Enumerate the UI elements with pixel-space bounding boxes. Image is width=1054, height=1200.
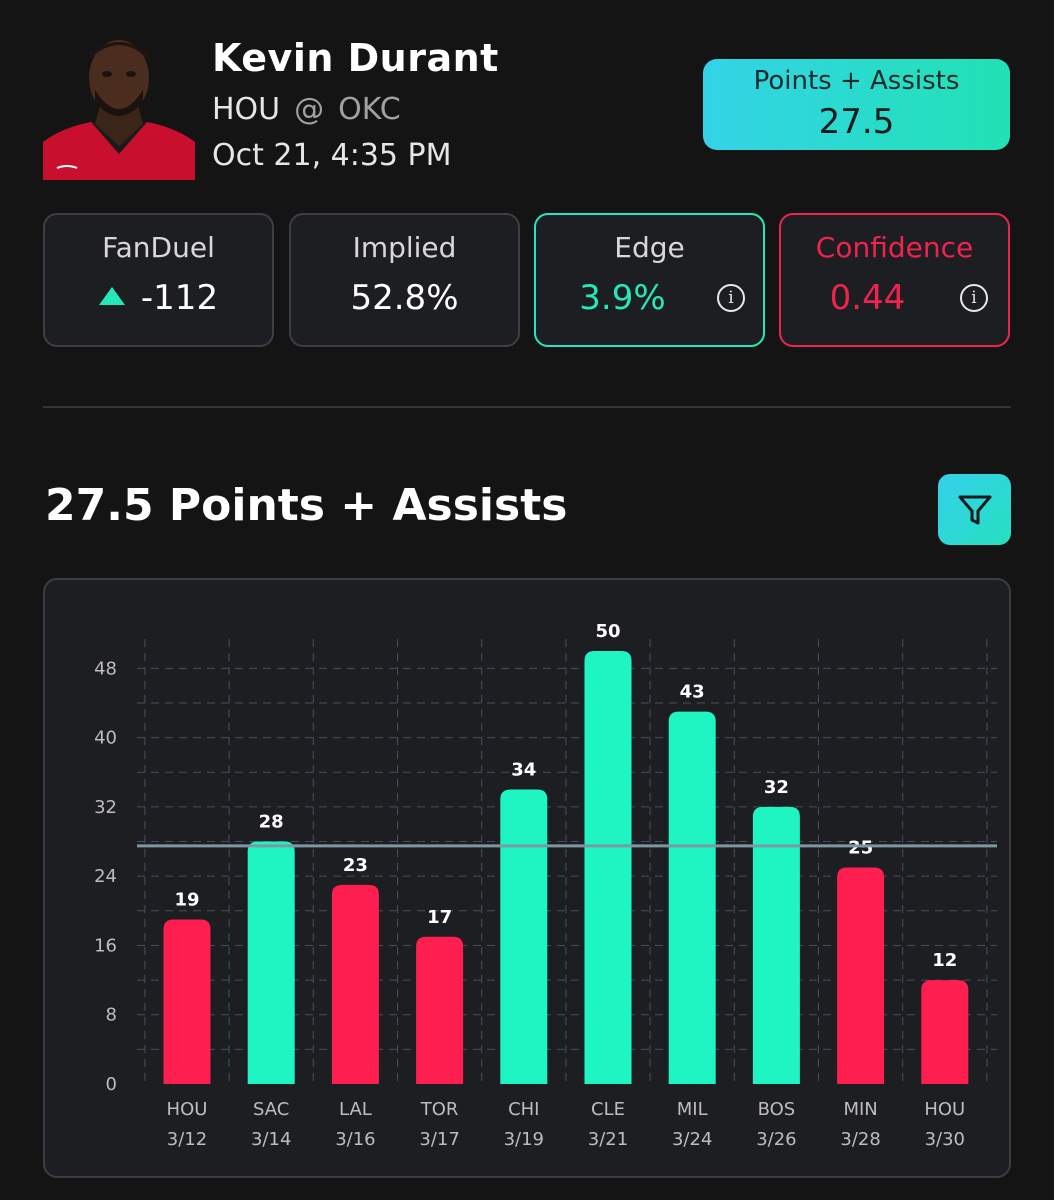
implied-value: 52.8%	[350, 278, 459, 318]
player-photo	[43, 30, 195, 180]
confidence-info-icon[interactable]: i	[960, 284, 988, 312]
x-category-label: MIN	[843, 1099, 877, 1120]
matchup: HOU @ OKC	[212, 92, 401, 127]
divider	[43, 406, 1011, 408]
x-category-label: HOU	[924, 1099, 965, 1120]
section-title: 27.5 Points + Assists	[45, 480, 568, 531]
edge-row: 3.9% i	[536, 278, 763, 318]
y-tick-label: 16	[94, 935, 117, 956]
x-category-label: LAL	[339, 1099, 372, 1120]
edge-info-icon[interactable]: i	[717, 284, 745, 312]
bar	[163, 919, 211, 1084]
prop-label: Points + Assists	[753, 66, 960, 96]
bar	[500, 789, 548, 1084]
y-tick-label: 32	[94, 797, 117, 818]
bar-value-label: 17	[427, 907, 452, 928]
bar	[416, 936, 464, 1084]
x-date-label: 3/12	[167, 1129, 207, 1150]
x-date-label: 3/14	[251, 1129, 291, 1150]
away-team: HOU	[212, 92, 281, 127]
confidence-row: 0.44 i	[781, 278, 1008, 318]
x-category-label: MIL	[677, 1099, 708, 1120]
y-tick-label: 0	[106, 1074, 117, 1095]
bar-value-label: 23	[343, 855, 368, 876]
bar-value-label: 12	[932, 950, 957, 971]
x-date-label: 3/28	[840, 1129, 880, 1150]
y-tick-label: 40	[94, 728, 117, 749]
fanduel-odds: -112	[45, 278, 272, 318]
x-category-label: HOU	[167, 1099, 208, 1120]
bar	[752, 806, 800, 1084]
bar-chart: 0 8 16 24 32 40 48 19 HOU 3/12 28 SAC 3/14 23 LAL 3/16 1…	[94, 621, 997, 1150]
edge-label: Edge	[614, 231, 685, 264]
x-date-label: 3/16	[335, 1129, 375, 1150]
x-category-label: BOS	[758, 1099, 796, 1120]
prop-line: 27.5	[818, 102, 895, 142]
bar-value-label: 50	[595, 621, 620, 642]
x-date-label: 3/30	[925, 1129, 965, 1150]
fanduel-label: FanDuel	[102, 231, 215, 264]
x-category-label: CLE	[591, 1099, 625, 1120]
edge-value: 3.9%	[579, 278, 666, 318]
bar-value-label: 32	[764, 777, 789, 798]
bar-value-label: 19	[174, 889, 199, 910]
bar-value-label: 28	[259, 812, 284, 833]
x-category-label: SAC	[253, 1099, 289, 1120]
edge-card[interactable]: Edge 3.9% i	[534, 213, 765, 347]
game-datetime: Oct 21, 4:35 PM	[212, 138, 452, 173]
fanduel-card[interactable]: FanDuel -112	[43, 213, 274, 347]
home-team: OKC	[338, 92, 401, 127]
fanduel-value: -112	[140, 278, 219, 318]
x-category-label: TOR	[420, 1099, 459, 1120]
bar	[584, 651, 632, 1084]
y-tick-label: 48	[94, 658, 117, 679]
implied-card[interactable]: Implied 52.8%	[289, 213, 520, 347]
bar	[921, 980, 969, 1084]
x-date-label: 3/19	[504, 1129, 544, 1150]
x-date-label: 3/26	[756, 1129, 796, 1150]
filter-button[interactable]	[938, 474, 1011, 545]
at-symbol: @	[294, 92, 325, 127]
chart-panel: 0 8 16 24 32 40 48 19 HOU 3/12 28 SAC 3/14 23 LAL 3/16 1…	[43, 578, 1011, 1178]
bar-value-label: 43	[680, 682, 705, 703]
x-date-label: 3/21	[588, 1129, 628, 1150]
prop-badge[interactable]: Points + Assists 27.5	[703, 59, 1010, 150]
confidence-value: 0.44	[829, 278, 906, 318]
y-tick-label: 24	[94, 866, 117, 887]
player-avatar	[43, 30, 195, 180]
bar-value-label: 34	[511, 760, 536, 781]
x-date-label: 3/24	[672, 1129, 712, 1150]
player-name: Kevin Durant	[212, 36, 499, 80]
bar	[331, 884, 379, 1084]
confidence-label: Confidence	[815, 231, 974, 264]
filter-icon	[958, 495, 992, 525]
trend-up-icon	[98, 287, 125, 305]
x-date-label: 3/17	[419, 1129, 459, 1150]
y-tick-label: 8	[106, 1005, 117, 1026]
confidence-card[interactable]: Confidence 0.44 i	[779, 213, 1010, 347]
bar	[668, 711, 716, 1084]
bar	[837, 867, 885, 1084]
x-category-label: CHI	[508, 1099, 539, 1120]
bar-value-label: 25	[848, 838, 873, 859]
implied-label: Implied	[352, 231, 457, 264]
bar	[247, 841, 295, 1084]
